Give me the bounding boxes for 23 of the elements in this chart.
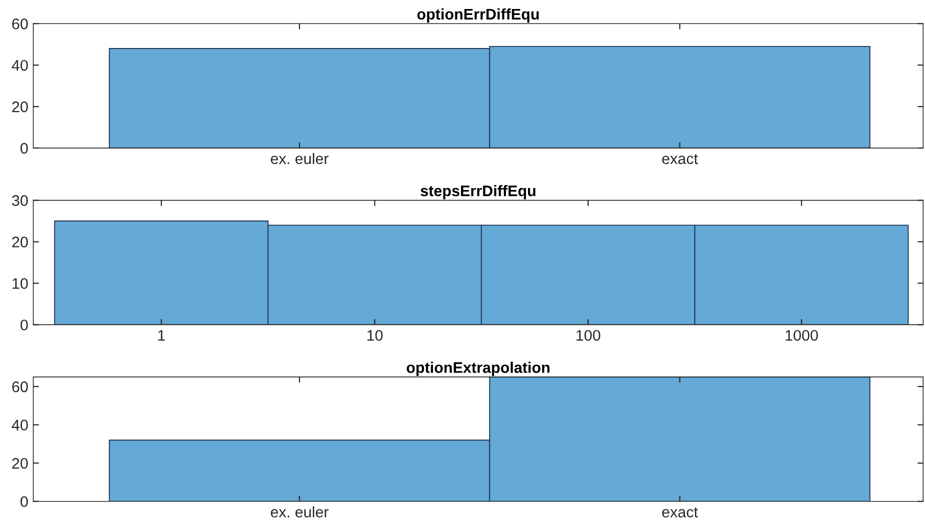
y-tick-label: 20 <box>12 236 28 248</box>
y-tick-label: 10 <box>12 278 28 289</box>
y-tick-label: 20 <box>12 458 28 469</box>
y-tick-label: 60 <box>12 381 28 392</box>
y-tick-label: 40 <box>12 60 28 71</box>
x-tick-label: exact <box>662 507 698 518</box>
y-tick-label: 20 <box>12 101 28 112</box>
chart-title: optionExtrapolation <box>406 362 550 376</box>
x-tick-label: 100 <box>576 330 600 341</box>
y-tick-label: 30 <box>12 195 28 206</box>
y-tick-label: 60 <box>12 18 28 30</box>
x-tick-label: exact <box>662 154 698 164</box>
y-tick-label: 0 <box>20 496 28 508</box>
y-tick-label: 40 <box>12 420 28 430</box>
chart-title: stepsErrDiffEqu <box>420 185 536 200</box>
x-tick-label: 10 <box>367 330 383 341</box>
x-tick-label: ex. euler <box>270 506 329 518</box>
x-tick-label: ex. euler <box>270 152 329 164</box>
y-tick-label: 0 <box>20 142 28 154</box>
x-tick-label: 1000 <box>786 330 818 341</box>
y-tick-label: 0 <box>20 320 28 330</box>
x-tick-label: 1 <box>158 330 165 341</box>
chart-title: optionErrDiffEqu <box>417 8 539 23</box>
